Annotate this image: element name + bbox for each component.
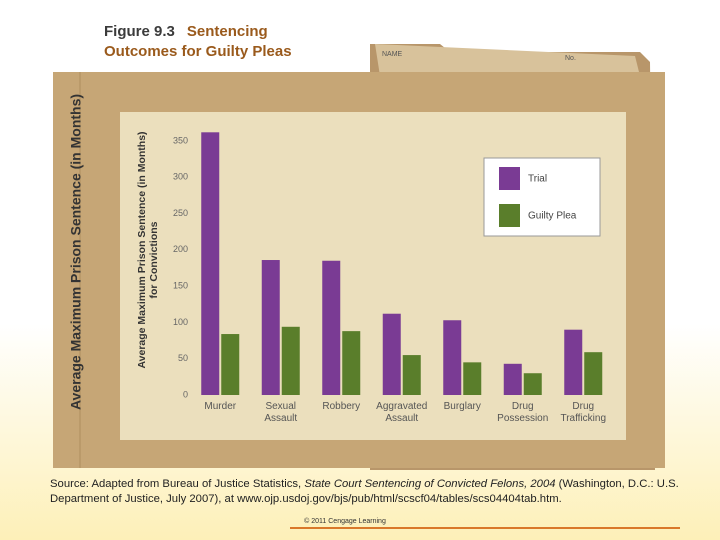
y-tick-label: 0 [183, 389, 188, 399]
bar [281, 326, 300, 395]
x-tick-label: Aggravated Assault [376, 401, 428, 424]
bar [342, 331, 361, 395]
x-tick-label: Drug Trafficking [560, 401, 607, 424]
bar [463, 362, 482, 395]
bar [261, 260, 280, 395]
figure-label: Figure 9.3 [104, 23, 175, 40]
x-tick-label: Robbery [322, 401, 361, 412]
y-axis-label-note: for Convictions [148, 221, 160, 298]
x-tick-label: Burglary [443, 401, 481, 412]
y-tick-label: 150 [173, 281, 188, 291]
bar [523, 373, 542, 395]
rule [290, 527, 680, 529]
bar [443, 320, 462, 395]
legend-label: Trial [528, 174, 547, 185]
copyright: © 2011 Cengage Learning [304, 518, 386, 525]
bar [564, 329, 583, 395]
folder-tab [375, 44, 640, 76]
chart-title-line: Sentencing Outcomes for Guilty Pleas [104, 23, 292, 60]
bar [201, 132, 220, 395]
y-tick-label: 200 [173, 244, 188, 254]
y-tick-label: 300 [173, 172, 188, 182]
y-axis-label: Average Maximum Prison Sentence (in Mont… [136, 131, 148, 368]
y-tick-label: 50 [178, 353, 188, 363]
bar [584, 352, 603, 395]
bar [322, 260, 341, 395]
outer-axis-label: Average Maximum Prison Sentence (in Mont… [68, 94, 84, 410]
x-tick-label: Drug Possession [497, 401, 549, 424]
bar [221, 334, 240, 395]
source-suffix: (Washington, D.C.: U.S. Department of Ju… [50, 478, 679, 505]
y-tick-label: 100 [173, 317, 188, 327]
source-prefix: Source: Adapted from Bureau of Justice S… [50, 478, 305, 490]
source-note: Source: Adapted from Bureau of Justice S… [50, 477, 700, 507]
tab-number: No. [565, 55, 576, 62]
x-tick-label: Murder [204, 401, 237, 412]
tab-name: NAME [382, 51, 403, 58]
bar [402, 355, 421, 395]
legend-swatch [499, 167, 520, 190]
source-title: State Court Sentencing of Convicted Felo… [304, 478, 556, 490]
y-tick-label: 250 [173, 208, 188, 218]
y-tick-label: 350 [173, 135, 188, 145]
x-tick-label: Sexual Assault [264, 401, 298, 424]
bar [503, 363, 522, 395]
legend-swatch [499, 204, 520, 227]
bar [382, 313, 401, 395]
legend-label: Guilty Plea [528, 211, 577, 222]
